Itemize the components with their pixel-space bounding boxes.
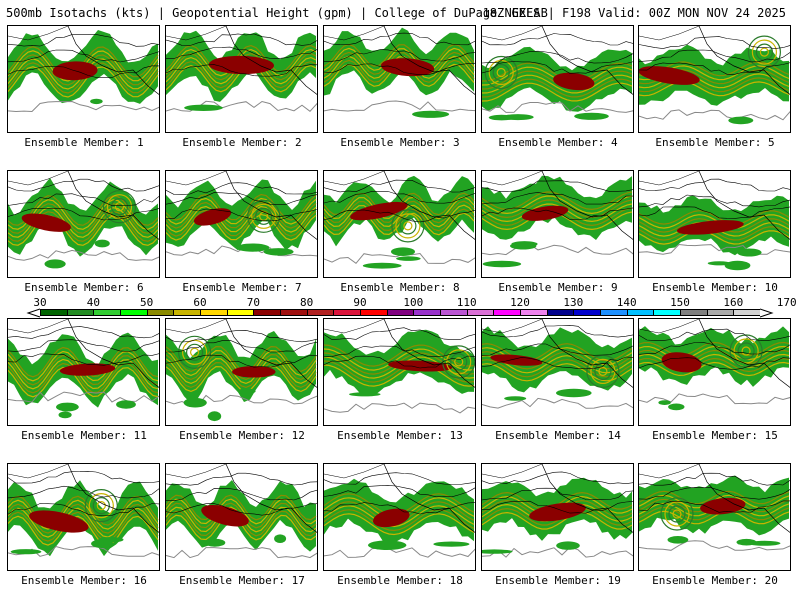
jet-stream-map xyxy=(639,319,790,411)
member-caption-1: Ensemble Member: 1 xyxy=(24,136,144,149)
member-caption-4: Ensemble Member: 4 xyxy=(498,136,618,149)
jet-stream-map xyxy=(324,319,475,414)
member-map-12 xyxy=(165,318,318,426)
member-caption-13: Ensemble Member: 13 xyxy=(337,429,463,442)
colorbar-arrow-outline xyxy=(26,308,774,318)
jet-stream-map xyxy=(8,171,159,269)
member-map-20 xyxy=(638,463,791,571)
colorbar-label: 30 xyxy=(33,296,47,309)
member-map-18 xyxy=(323,463,476,571)
member-map-4 xyxy=(481,25,634,133)
member-map-3 xyxy=(323,25,476,133)
colorbar-label: 90 xyxy=(353,296,367,309)
jet-stream-map xyxy=(8,464,159,557)
colorbar-left-arrow xyxy=(28,309,40,317)
header: 500mb Isotachs (kts) | Geopotential Heig… xyxy=(0,0,800,24)
product-title: 500mb Isotachs (kts) | Geopotential Heig… xyxy=(6,6,548,20)
colorbar-label: 140 xyxy=(616,296,637,309)
member-caption-7: Ensemble Member: 7 xyxy=(182,281,302,294)
colorbar-label: 50 xyxy=(140,296,154,309)
jet-stream-map xyxy=(639,26,790,125)
jet-stream-map xyxy=(482,171,633,268)
member-caption-16: Ensemble Member: 16 xyxy=(21,574,147,587)
member-map-13 xyxy=(323,318,476,426)
member-caption-2: Ensemble Member: 2 xyxy=(182,136,302,149)
colorbar-label: 110 xyxy=(456,296,477,309)
member-caption-20: Ensemble Member: 20 xyxy=(652,574,778,587)
colorbar-label: 40 xyxy=(86,296,100,309)
member-map-5 xyxy=(638,25,791,133)
member-map-7 xyxy=(165,170,318,278)
member-map-1 xyxy=(7,25,160,133)
colorbar-label: 150 xyxy=(670,296,690,309)
jet-stream-map xyxy=(482,319,633,409)
member-caption-10: Ensemble Member: 10 xyxy=(652,281,778,294)
member-map-2 xyxy=(165,25,318,133)
colorbar-label: 100 xyxy=(403,296,424,309)
jet-stream-map xyxy=(166,171,317,257)
isotach-colorbar: 30 40 50 60 70 80 90 100 110 120 130 140 150 160 170 xyxy=(14,296,797,321)
jet-stream-map xyxy=(8,319,159,419)
colorbar-right-arrow xyxy=(760,309,772,317)
member-map-8 xyxy=(323,170,476,278)
member-map-17 xyxy=(165,463,318,571)
member-caption-15: Ensemble Member: 15 xyxy=(652,429,778,442)
colorbar-label: 170 xyxy=(776,296,797,309)
jet-stream-map xyxy=(166,319,317,422)
member-caption-5: Ensemble Member: 5 xyxy=(655,136,775,149)
jet-stream-map xyxy=(8,26,159,113)
colorbar-label: 120 xyxy=(510,296,530,309)
member-caption-14: Ensemble Member: 14 xyxy=(495,429,621,442)
colorbar-label: 80 xyxy=(300,296,314,309)
member-caption-18: Ensemble Member: 18 xyxy=(337,574,463,587)
valid-time: 18Z GEFS | F198 Valid: 00Z MON NOV 24 20… xyxy=(482,6,786,20)
member-map-19 xyxy=(481,463,634,571)
jet-stream-map xyxy=(324,171,475,269)
jet-stream-map xyxy=(639,171,790,271)
jet-stream-map xyxy=(166,464,317,559)
member-caption-12: Ensemble Member: 12 xyxy=(179,429,305,442)
colorbar-label: 130 xyxy=(563,296,584,309)
member-caption-8: Ensemble Member: 8 xyxy=(340,281,460,294)
jet-stream-map xyxy=(166,26,317,112)
jet-stream-map xyxy=(324,464,475,558)
colorbar-label: 160 xyxy=(723,296,744,309)
member-map-6 xyxy=(7,170,160,278)
member-map-10 xyxy=(638,170,791,278)
member-map-15 xyxy=(638,318,791,426)
jet-stream-map xyxy=(639,464,790,551)
member-caption-11: Ensemble Member: 11 xyxy=(21,429,147,442)
member-caption-9: Ensemble Member: 9 xyxy=(498,281,618,294)
jet-stream-map xyxy=(324,26,475,118)
member-map-9 xyxy=(481,170,634,278)
member-map-11 xyxy=(7,318,160,426)
colorbar-label: 70 xyxy=(246,296,260,309)
jet-stream-map xyxy=(482,464,633,558)
jet-stream-map xyxy=(482,26,633,121)
member-caption-6: Ensemble Member: 6 xyxy=(24,281,144,294)
member-caption-3: Ensemble Member: 3 xyxy=(340,136,460,149)
member-map-14 xyxy=(481,318,634,426)
member-map-16 xyxy=(7,463,160,571)
colorbar-label: 60 xyxy=(193,296,207,309)
member-caption-17: Ensemble Member: 17 xyxy=(179,574,305,587)
member-caption-19: Ensemble Member: 19 xyxy=(495,574,621,587)
